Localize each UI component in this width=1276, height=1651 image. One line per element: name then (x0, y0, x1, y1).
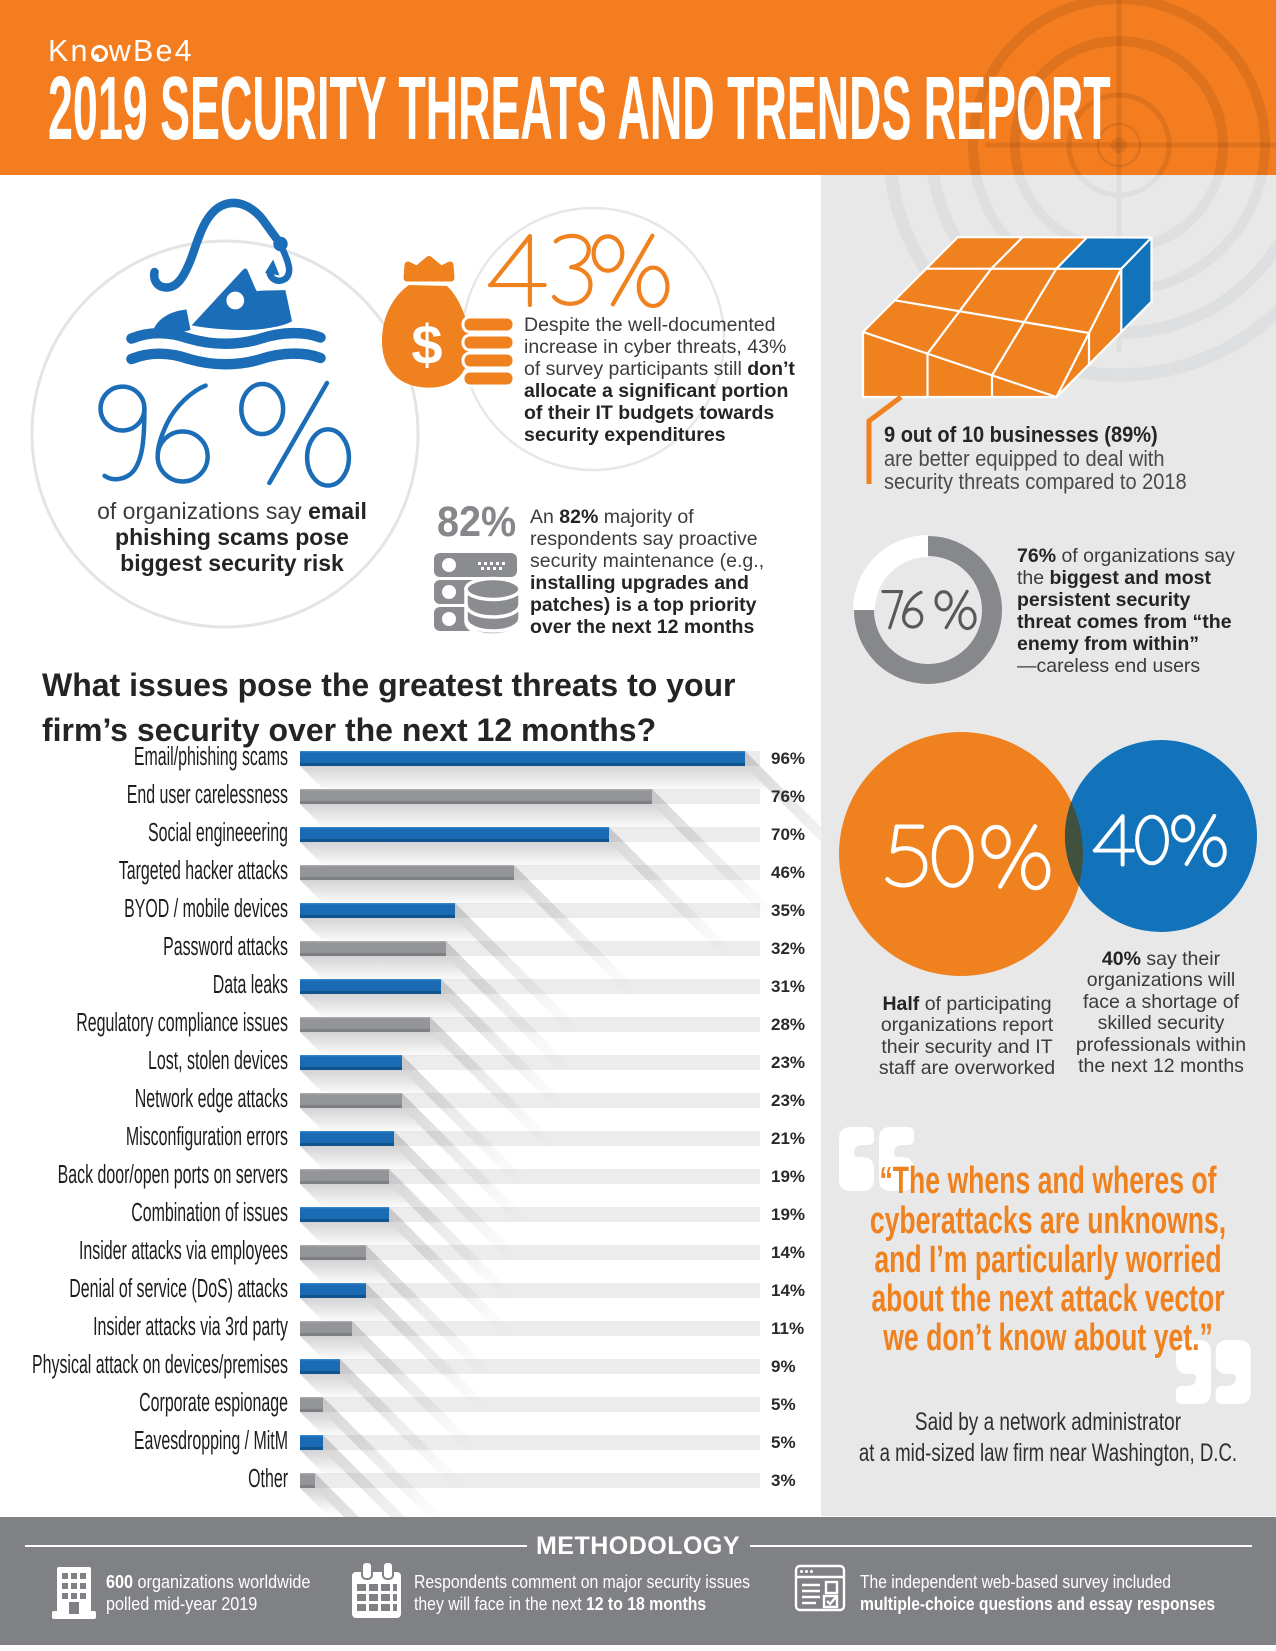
svg-text:$: $ (411, 313, 442, 376)
